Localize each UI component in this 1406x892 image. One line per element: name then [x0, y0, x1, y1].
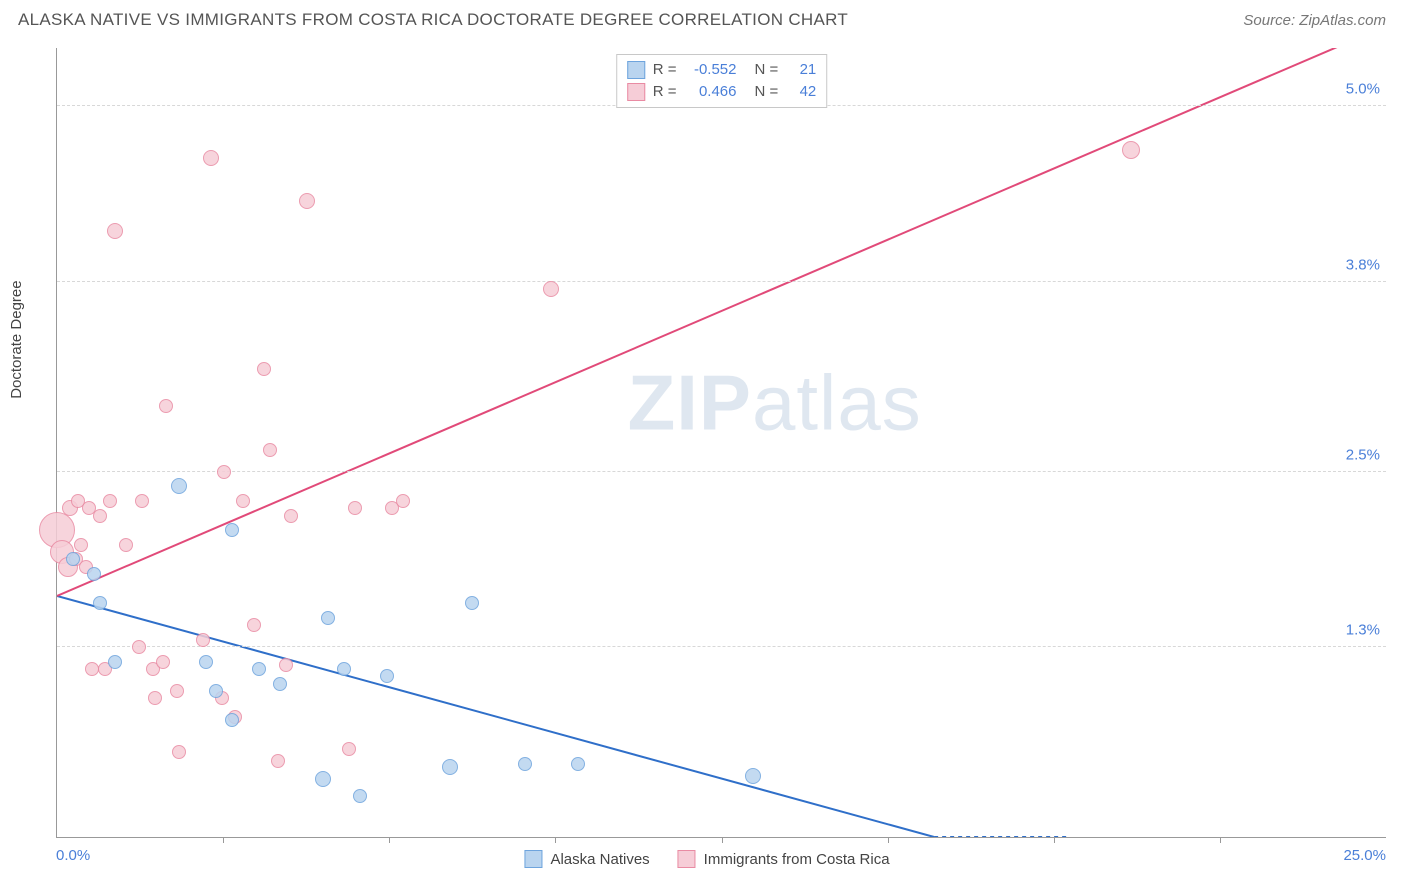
- watermark: ZIPatlas: [628, 358, 922, 449]
- alaska-point: [380, 669, 394, 683]
- alaska-point: [108, 655, 122, 669]
- source-prefix: Source:: [1243, 12, 1299, 29]
- alaska-trendline: [57, 596, 934, 837]
- alaska-point: [225, 713, 239, 727]
- costarica-point: [74, 538, 88, 552]
- costarica-point: [119, 538, 133, 552]
- costarica-point: [348, 501, 362, 515]
- gridline: [57, 646, 1386, 647]
- costarica-point: [271, 754, 285, 768]
- y-tick-label: 1.3%: [1346, 622, 1380, 639]
- costarica-point: [93, 509, 107, 523]
- alaska-swatch: [524, 850, 542, 868]
- y-tick-label: 3.8%: [1346, 256, 1380, 273]
- alaska-point: [273, 677, 287, 691]
- costarica-point: [170, 684, 184, 698]
- alaska-point: [199, 655, 213, 669]
- corr-legend-row-alaska: R = -0.552 N = 21: [627, 59, 817, 81]
- plot-region: ZIPatlas R = -0.552 N = 21 R = 0.466 N = 42 1.3…: [56, 48, 1386, 838]
- y-axis-label: Doctorate Degree: [8, 280, 25, 398]
- alaska-point: [442, 759, 458, 775]
- alaska-point: [518, 757, 532, 771]
- costarica-point: [299, 193, 315, 209]
- r-value: -0.552: [685, 59, 737, 81]
- costarica-swatch: [627, 83, 645, 101]
- n-label: N =: [755, 59, 779, 81]
- x-tick-mark: [555, 837, 556, 843]
- gridline: [57, 281, 1386, 282]
- r-label: R =: [653, 59, 677, 81]
- alaska-point: [93, 596, 107, 610]
- x-tick-label-max: 25.0%: [1343, 847, 1386, 864]
- n-value: 21: [786, 59, 816, 81]
- source-label: Source: ZipAtlas.com: [1243, 12, 1386, 29]
- costarica-point: [396, 494, 410, 508]
- correlation-legend: R = -0.552 N = 21 R = 0.466 N = 42: [616, 54, 828, 108]
- costarica-point: [132, 640, 146, 654]
- costarica-point: [172, 745, 186, 759]
- corr-legend-row-costarica: R = 0.466 N = 42: [627, 81, 817, 103]
- chart-title: ALASKA NATIVE VS IMMIGRANTS FROM COSTA R…: [18, 10, 848, 30]
- x-tick-mark: [223, 837, 224, 843]
- costarica-point: [217, 465, 231, 479]
- y-tick-label: 5.0%: [1346, 81, 1380, 98]
- alaska-point: [321, 611, 335, 625]
- costarica-point: [543, 281, 559, 297]
- costarica-point: [263, 443, 277, 457]
- x-tick-mark: [389, 837, 390, 843]
- alaska-point: [171, 478, 187, 494]
- legend-item-costarica: Immigrants from Costa Rica: [678, 850, 890, 868]
- legend-label: Immigrants from Costa Rica: [704, 851, 890, 868]
- costarica-point: [103, 494, 117, 508]
- chart-area: Doctorate Degree ZIPatlas R =-0.552N =21…: [18, 42, 1396, 874]
- costarica-point: [135, 494, 149, 508]
- costarica-point: [279, 658, 293, 672]
- costarica-point: [1122, 141, 1140, 159]
- watermark-bold: ZIP: [628, 359, 752, 447]
- alaska-point: [353, 789, 367, 803]
- legend-item-alaska: Alaska Natives: [524, 850, 649, 868]
- costarica-point: [107, 223, 123, 239]
- costarica-point: [159, 399, 173, 413]
- x-tick-mark: [722, 837, 723, 843]
- watermark-rest: atlas: [752, 359, 922, 447]
- x-tick-mark: [888, 837, 889, 843]
- costarica-point: [284, 509, 298, 523]
- r-value: 0.466: [685, 81, 737, 103]
- alaska-swatch: [627, 61, 645, 79]
- costarica-point: [148, 691, 162, 705]
- costarica-point: [203, 150, 219, 166]
- alaska-point: [337, 662, 351, 676]
- costarica-point: [257, 362, 271, 376]
- legend-label: Alaska Natives: [550, 851, 649, 868]
- costarica-point: [247, 618, 261, 632]
- alaska-point: [465, 596, 479, 610]
- costarica-point: [85, 662, 99, 676]
- series-legend: Alaska Natives Immigrants from Costa Rica: [524, 850, 889, 868]
- source-name: ZipAtlas.com: [1299, 12, 1386, 29]
- costarica-point: [236, 494, 250, 508]
- x-tick-mark: [1220, 837, 1221, 843]
- alaska-point: [87, 567, 101, 581]
- x-tick-mark: [1054, 837, 1055, 843]
- n-label: N =: [755, 81, 779, 103]
- n-value: 42: [786, 81, 816, 103]
- alaska-point: [66, 552, 80, 566]
- costarica-point: [342, 742, 356, 756]
- y-tick-label: 2.5%: [1346, 446, 1380, 463]
- costarica-point: [156, 655, 170, 669]
- trend-lines-layer: [57, 48, 1386, 837]
- costarica-point: [196, 633, 210, 647]
- alaska-point: [571, 757, 585, 771]
- alaska-point: [315, 771, 331, 787]
- costarica-trendline: [57, 48, 1386, 596]
- alaska-point: [225, 523, 239, 537]
- r-label: R =: [653, 81, 677, 103]
- x-tick-label-min: 0.0%: [56, 847, 90, 864]
- alaska-point: [209, 684, 223, 698]
- alaska-point: [745, 768, 761, 784]
- gridline: [57, 471, 1386, 472]
- alaska-point: [252, 662, 266, 676]
- costarica-swatch: [678, 850, 696, 868]
